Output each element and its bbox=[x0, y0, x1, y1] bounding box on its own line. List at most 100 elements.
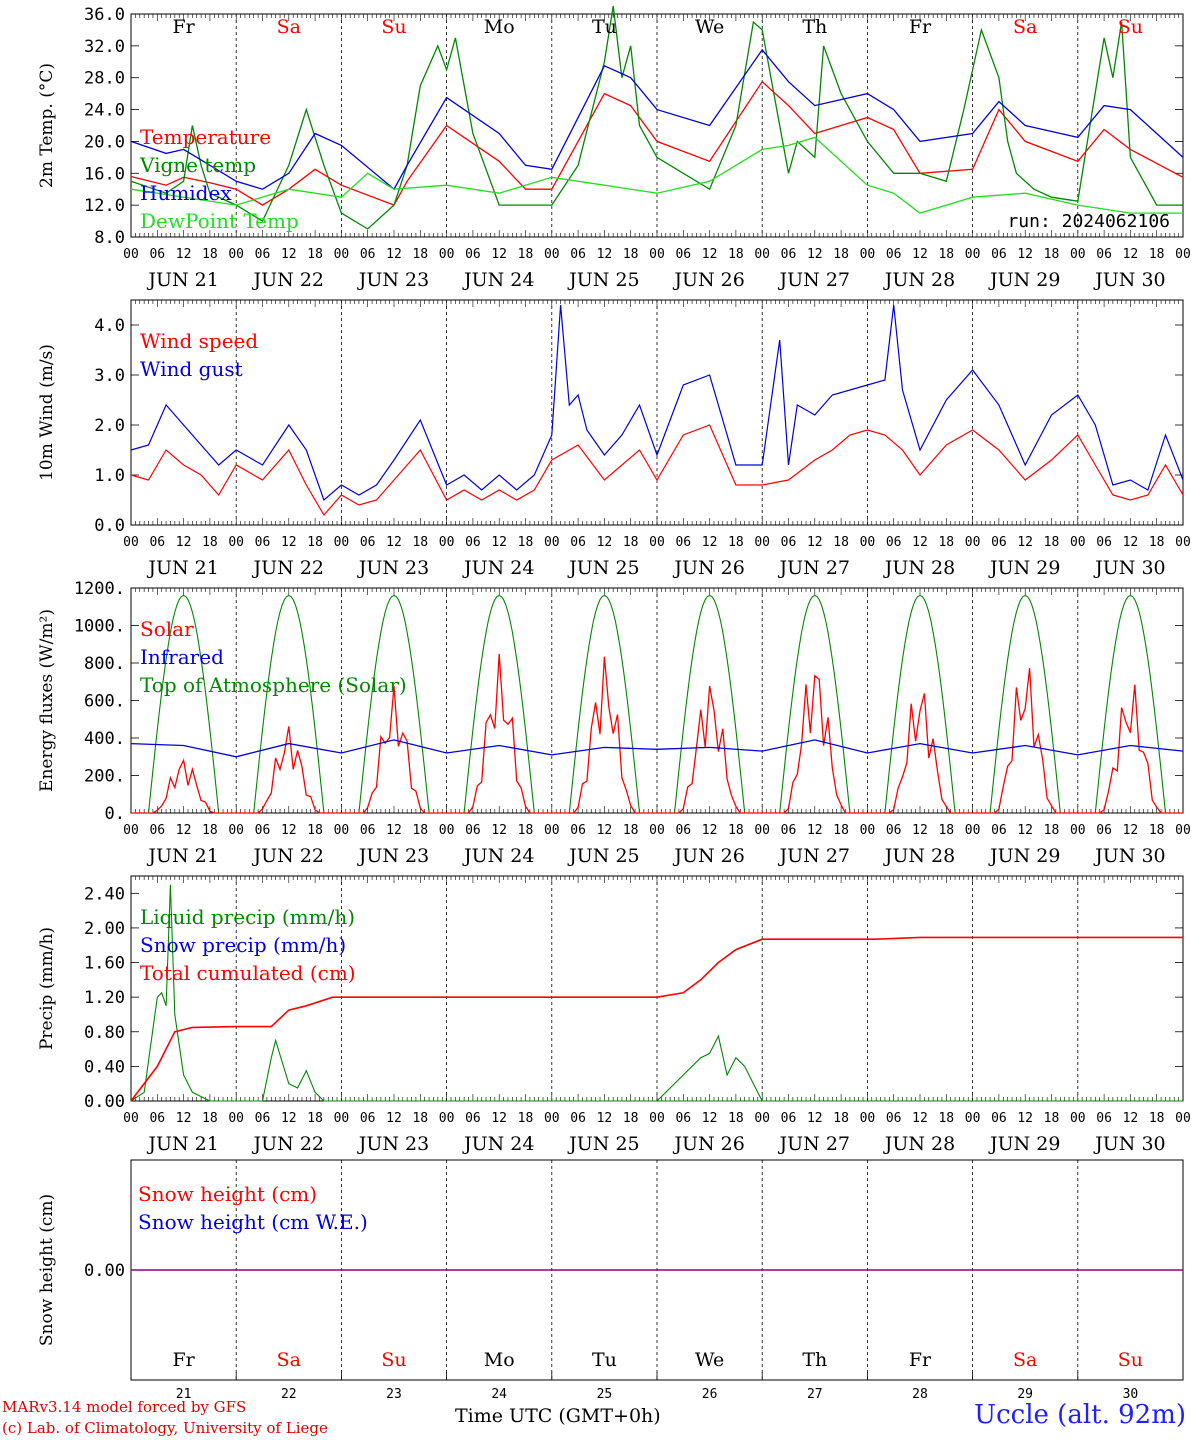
hour-label: 18 bbox=[307, 535, 323, 550]
weekday-label: Fr bbox=[172, 1349, 195, 1371]
y-tick-label: 2.00 bbox=[84, 919, 125, 939]
hour-label: 12 bbox=[176, 247, 192, 262]
hour-label: 18 bbox=[518, 535, 534, 550]
hour-label: 12 bbox=[491, 1111, 507, 1126]
hour-label: 06 bbox=[465, 535, 481, 550]
hour-label: 12 bbox=[807, 535, 823, 550]
date-label: JUN 27 bbox=[778, 1133, 850, 1155]
hour-label: 18 bbox=[412, 1111, 428, 1126]
date-label: JUN 28 bbox=[883, 1133, 955, 1155]
date-label: JUN 21 bbox=[146, 557, 218, 579]
date-label: JUN 22 bbox=[252, 269, 324, 291]
hour-label: 18 bbox=[623, 247, 639, 262]
hour-label: 12 bbox=[807, 1111, 823, 1126]
panel-frame-2 bbox=[130, 587, 1184, 814]
weekday-label: Fr bbox=[172, 16, 195, 38]
series-total-cumulated bbox=[130, 936, 1183, 1102]
y-tick-label: 4.0 bbox=[94, 316, 125, 336]
date-label: JUN 25 bbox=[567, 1133, 639, 1155]
weekday-label: Tu bbox=[592, 1349, 617, 1371]
y-tick-label: 16.0 bbox=[84, 164, 125, 184]
y-axis-title: Energy fluxes (W/m²) bbox=[37, 609, 57, 792]
hour-label: 12 bbox=[702, 247, 718, 262]
hour-label: 06 bbox=[991, 1111, 1007, 1126]
hour-label: 00 bbox=[649, 247, 665, 262]
hour-label: 00 bbox=[754, 1111, 770, 1126]
legend-temperature: Temperature bbox=[140, 125, 271, 149]
date-label: JUN 23 bbox=[357, 845, 429, 867]
hour-label: 12 bbox=[1123, 823, 1139, 838]
y-axis-title: Precip (mm/h) bbox=[37, 927, 57, 1050]
date-label: JUN 29 bbox=[988, 269, 1060, 291]
y-tick-label: 800. bbox=[84, 654, 125, 674]
weekday-label: Sa bbox=[1013, 1349, 1037, 1371]
credit-model: MARv3.14 model forced by GFS bbox=[2, 1398, 247, 1416]
weekday-label: Tu bbox=[592, 16, 617, 38]
hour-label: 00 bbox=[1175, 823, 1191, 838]
hour-label: 12 bbox=[1017, 1111, 1033, 1126]
hour-label: 18 bbox=[412, 535, 428, 550]
weekday-label: Th bbox=[802, 16, 827, 38]
y-tick-label: 0.0 bbox=[94, 516, 125, 536]
hour-label: 06 bbox=[886, 823, 902, 838]
y-tick-label: 200. bbox=[84, 767, 125, 787]
hour-label: 12 bbox=[912, 535, 928, 550]
hour-label: 18 bbox=[833, 535, 849, 550]
hour-label: 06 bbox=[675, 1111, 691, 1126]
y-tick-label: 1.60 bbox=[84, 954, 125, 974]
series-dewpoint-temp bbox=[130, 136, 1183, 214]
hour-label: 18 bbox=[412, 823, 428, 838]
hour-label: 06 bbox=[1096, 247, 1112, 262]
hour-label: 00 bbox=[544, 823, 560, 838]
y-tick-label: 28.0 bbox=[84, 69, 125, 89]
hour-label: 18 bbox=[202, 823, 218, 838]
hour-label: 12 bbox=[386, 535, 402, 550]
hour-label: 00 bbox=[754, 823, 770, 838]
y-tick-label: 20.0 bbox=[84, 132, 125, 152]
hour-label: 12 bbox=[1017, 535, 1033, 550]
hour-label: 06 bbox=[1096, 535, 1112, 550]
day-number: 23 bbox=[386, 1387, 402, 1402]
hour-label: 18 bbox=[623, 1111, 639, 1126]
hour-label: 12 bbox=[386, 1111, 402, 1126]
y-axis-title: Snow height (cm) bbox=[37, 1194, 57, 1346]
hour-label: 00 bbox=[1070, 247, 1086, 262]
hour-label: 06 bbox=[675, 823, 691, 838]
hour-label: 18 bbox=[1149, 1111, 1165, 1126]
hour-label: 00 bbox=[1175, 1111, 1191, 1126]
hour-label: 18 bbox=[1149, 535, 1165, 550]
y-tick-label: 0.80 bbox=[84, 1023, 125, 1043]
day-number: 30 bbox=[1123, 1387, 1139, 1402]
hour-label: 06 bbox=[255, 247, 271, 262]
hour-label: 06 bbox=[149, 1111, 165, 1126]
hour-label: 12 bbox=[1123, 247, 1139, 262]
date-label: JUN 28 bbox=[883, 269, 955, 291]
date-label: JUN 26 bbox=[672, 557, 744, 579]
hour-label: 00 bbox=[754, 535, 770, 550]
y-tick-label: 600. bbox=[84, 692, 125, 712]
day-number: 29 bbox=[1017, 1387, 1033, 1402]
hour-label: 12 bbox=[1123, 535, 1139, 550]
hour-label: 18 bbox=[202, 1111, 218, 1126]
hour-label: 00 bbox=[123, 1111, 139, 1126]
credit-lab: (c) Lab. of Climatology, University of L… bbox=[2, 1419, 328, 1437]
date-label: JUN 27 bbox=[778, 269, 850, 291]
date-label: JUN 30 bbox=[1093, 1133, 1165, 1155]
hour-label: 18 bbox=[728, 247, 744, 262]
date-label: JUN 22 bbox=[252, 557, 324, 579]
hour-label: 00 bbox=[965, 535, 981, 550]
hour-label: 12 bbox=[597, 1111, 613, 1126]
date-label: JUN 30 bbox=[1093, 557, 1165, 579]
hour-label: 00 bbox=[439, 823, 455, 838]
date-label: JUN 21 bbox=[146, 1133, 218, 1155]
hour-label: 18 bbox=[1044, 823, 1060, 838]
hour-label: 00 bbox=[860, 1111, 876, 1126]
date-label: JUN 27 bbox=[778, 557, 850, 579]
hour-label: 18 bbox=[202, 247, 218, 262]
y-tick-label: 3.0 bbox=[94, 366, 125, 386]
hour-label: 12 bbox=[281, 535, 297, 550]
date-label: JUN 29 bbox=[988, 845, 1060, 867]
y-tick-label: 32.0 bbox=[84, 37, 125, 57]
hour-label: 12 bbox=[1123, 1111, 1139, 1126]
weekday-label: Th bbox=[802, 1349, 827, 1371]
